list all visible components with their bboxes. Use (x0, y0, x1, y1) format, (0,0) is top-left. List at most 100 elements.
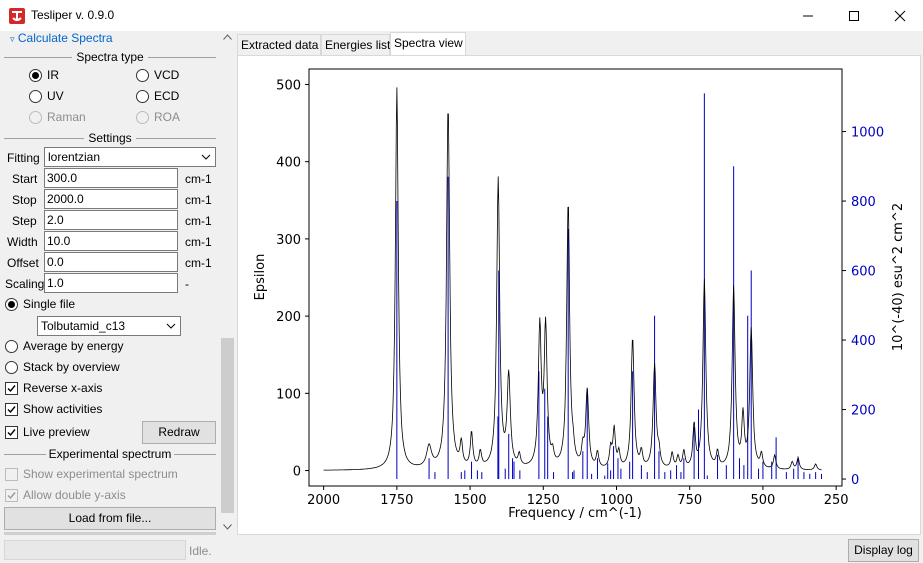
scaling-label: Scaling (5, 277, 45, 291)
y-tick-label: 300 (276, 233, 301, 248)
radio-ir[interactable] (29, 69, 42, 82)
radio-stack-overview[interactable] (5, 361, 18, 374)
scaling-input[interactable]: 1.0 (44, 273, 178, 293)
stop-input[interactable]: 2000.0 (44, 189, 178, 209)
y2-tick-label: 800 (851, 195, 876, 210)
double-y-label: Allow double y-axis (23, 488, 126, 502)
experimental-header: Experimental spectrum (4, 447, 216, 461)
tab-energies-list[interactable]: Energies list (321, 34, 390, 55)
stop-unit: cm-1 (185, 193, 212, 207)
x-tick-label: 250 (824, 493, 849, 508)
status-text: Idle. (189, 544, 212, 558)
chevron-down-icon (201, 154, 211, 160)
x-tick-label: 1750 (380, 493, 413, 508)
chevron-down-icon (166, 323, 176, 329)
radio-ecd[interactable] (136, 90, 149, 103)
y2-axis-label: 10^(-40) esu^2 cm^2 (891, 203, 906, 351)
single-file-label: Single file (23, 297, 76, 311)
fitting-value: lorentzian (48, 150, 101, 164)
title-bar: Tesliper v. 0.9.0 (0, 0, 923, 31)
step-unit: cm-1 (185, 214, 212, 228)
scrollbar-thumb[interactable] (221, 338, 234, 513)
radio-average-energy[interactable] (5, 340, 18, 353)
y2-tick-label: 0 (851, 473, 859, 488)
fitting-select[interactable]: lorentzian (44, 147, 216, 167)
maximize-button[interactable] (831, 0, 877, 31)
reverse-x-checkbox[interactable] (5, 382, 18, 395)
spectrum-line (323, 87, 822, 471)
scroll-down-icon (223, 524, 232, 530)
width-label: Width (7, 235, 38, 249)
radio-raman-label: Raman (47, 110, 86, 124)
start-input[interactable]: 300.0 (44, 168, 178, 188)
width-unit: cm-1 (185, 235, 212, 249)
stack-label: Stack by overview (23, 360, 120, 374)
radio-uv[interactable] (29, 90, 42, 103)
display-log-button[interactable]: Display log (848, 539, 919, 562)
start-label: Start (12, 172, 38, 186)
redraw-button[interactable]: Redraw (142, 421, 216, 444)
offset-value: 0.0 (47, 255, 64, 269)
y-tick-label: 100 (276, 387, 301, 402)
minimize-button[interactable] (785, 0, 831, 31)
width-input[interactable]: 10.0 (44, 231, 178, 251)
double-y-checkbox (5, 489, 18, 502)
live-preview-checkbox[interactable] (5, 426, 18, 439)
check-icon (7, 406, 16, 414)
tab-spectra-view[interactable]: Spectra view (390, 32, 466, 56)
radio-ir-label: IR (47, 68, 59, 82)
start-unit: cm-1 (185, 172, 212, 186)
radio-single-file[interactable] (5, 298, 18, 311)
panel-overflow-edge (4, 532, 216, 535)
tab-extracted-data[interactable]: Extracted data (237, 34, 321, 55)
spectra-type-title: Spectra type (76, 50, 144, 64)
width-value: 10.0 (47, 234, 71, 248)
spectra-type-header: Spectra type (4, 50, 216, 64)
show-activities-label: Show activities (23, 402, 103, 416)
y-tick-label: 500 (276, 78, 301, 93)
check-icon (7, 492, 16, 500)
fitting-label: Fitting (7, 151, 40, 165)
experimental-title: Experimental spectrum (48, 447, 172, 461)
y2-tick-label: 1000 (851, 126, 884, 141)
settings-title: Settings (88, 131, 132, 145)
status-bar: Idle. Display log (0, 535, 923, 563)
show-activities-checkbox[interactable] (5, 403, 18, 416)
offset-label: Offset (7, 256, 39, 270)
minimize-icon (803, 15, 813, 16)
y2-tick-label: 600 (851, 265, 876, 280)
step-value: 2.0 (47, 213, 64, 227)
radio-raman (29, 111, 42, 124)
close-button[interactable] (877, 0, 923, 31)
stop-label: Stop (12, 193, 37, 207)
load-from-file-button[interactable]: Load from file... (4, 507, 216, 530)
x-axis-label: Frequency / cm^(-1) (508, 506, 642, 521)
control-panel: ▿ Calculate Spectra Spectra type IR VCD … (0, 31, 236, 535)
x-tick-label: 750 (677, 493, 702, 508)
calculate-spectra-toggle[interactable]: ▿ Calculate Spectra (10, 31, 113, 45)
radio-ecd-label: ECD (154, 89, 180, 103)
start-value: 300.0 (47, 171, 78, 185)
radio-vcd-label: VCD (154, 68, 180, 82)
progress-bar (4, 540, 186, 560)
scaling-unit: - (185, 277, 189, 291)
show-experimental-checkbox (5, 468, 18, 481)
file-select[interactable]: Tolbutamid_c13 (37, 316, 181, 336)
y2-tick-label: 400 (851, 334, 876, 349)
window-title: Tesliper v. 0.9.0 (31, 8, 115, 22)
y-tick-label: 200 (276, 310, 301, 325)
settings-header: Settings (4, 131, 216, 145)
spectrum-chart: 2000 1750 1500 1250 1000 750 500 250 0100200300… (253, 68, 906, 521)
step-input[interactable]: 2.0 (44, 210, 178, 230)
offset-input[interactable]: 0.0 (44, 252, 178, 272)
plot-frame (308, 68, 843, 487)
radio-roa-label: ROA (154, 110, 181, 124)
radio-vcd[interactable] (136, 69, 149, 82)
radio-roa (136, 111, 149, 124)
maximize-icon (849, 10, 859, 21)
scaling-value: 1.0 (47, 276, 64, 290)
x-tick-label: 500 (751, 493, 776, 508)
check-icon (7, 385, 16, 393)
control-panel-scrollbar[interactable] (219, 31, 236, 535)
close-icon (894, 10, 906, 21)
